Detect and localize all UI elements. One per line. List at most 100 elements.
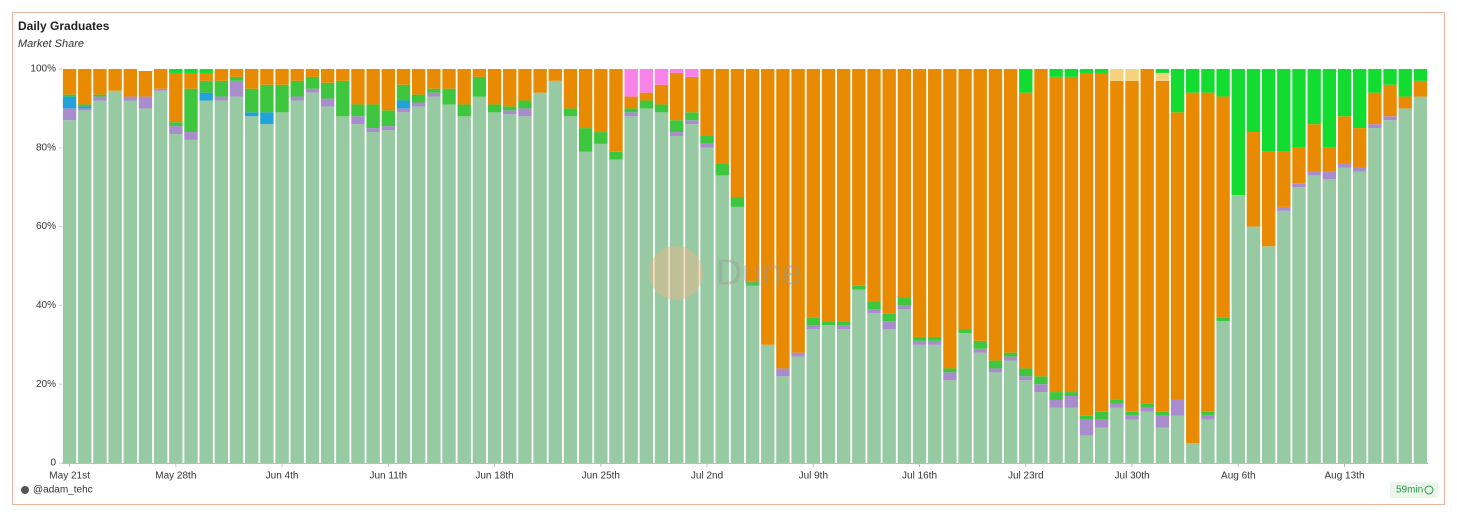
bar-segment	[928, 340, 942, 345]
bar-segment	[806, 69, 820, 318]
bar-segment	[943, 380, 957, 463]
bar-segment	[533, 69, 547, 93]
bar-segment	[1094, 411, 1109, 420]
bar-segment	[503, 69, 517, 107]
y-tick-label: 100%	[30, 64, 56, 75]
bar-segment	[594, 132, 608, 144]
bar-segment	[108, 90, 122, 464]
bar-segment	[578, 128, 593, 152]
bar-segment	[1201, 92, 1215, 412]
bar-segment	[836, 325, 851, 330]
bar-segment	[487, 104, 502, 113]
bar-segment	[988, 372, 1003, 463]
bar-segment	[290, 96, 304, 101]
bar-segment	[1003, 360, 1018, 463]
bar-segment	[776, 368, 790, 377]
bar-segment	[1322, 147, 1337, 172]
bar-segment	[487, 112, 502, 463]
bar-segment	[275, 112, 289, 463]
bar-segment	[928, 69, 942, 337]
bar-segment	[260, 84, 274, 113]
bar-segment	[1110, 80, 1124, 400]
bar-segment	[1216, 321, 1230, 463]
bar-segment	[62, 108, 77, 121]
bar-segment	[275, 84, 289, 113]
bar-segment	[229, 96, 244, 463]
bar-segment	[138, 70, 153, 97]
bar-segment	[1170, 69, 1185, 113]
bar-segment	[836, 321, 851, 326]
author[interactable]: @adam_tehc	[33, 485, 93, 496]
x-tick-label: Jul 2nd	[691, 471, 723, 482]
bar-segment	[245, 69, 259, 89]
bar-segment	[1155, 69, 1170, 73]
bar-segment	[1019, 92, 1033, 369]
bar-segment	[411, 102, 426, 107]
x-tick-label: Jun 25th	[582, 471, 620, 482]
bar-segment	[912, 344, 927, 463]
bar-segment	[1125, 419, 1139, 463]
bar-segment	[1186, 92, 1200, 444]
bar-segment	[214, 100, 229, 464]
bar-segment	[320, 106, 335, 464]
bar-segment	[897, 69, 912, 298]
bar-segment	[396, 69, 411, 85]
bar-segment	[1186, 443, 1200, 463]
bar-segment	[1079, 72, 1094, 416]
bar-segment	[366, 128, 380, 133]
bar-segment	[806, 329, 820, 463]
bar-segment	[1155, 411, 1170, 416]
bar-segment	[351, 116, 365, 125]
bar-segment	[305, 92, 320, 463]
y-tick-label: 60%	[36, 221, 56, 232]
bar-segment	[1049, 392, 1063, 400]
bar-segment	[62, 69, 77, 95]
bar-segment	[958, 329, 972, 333]
bar-segment	[366, 69, 380, 105]
bar-segment	[776, 69, 790, 369]
bar-segment	[1079, 435, 1094, 463]
bar-segment	[1322, 171, 1337, 180]
bar-segment	[1261, 69, 1276, 152]
bar-segment	[381, 69, 396, 111]
bar-segment	[1094, 419, 1109, 428]
bar-segment	[1307, 124, 1321, 172]
bar-segment	[214, 80, 229, 97]
bar-segment	[882, 69, 896, 314]
bar-segment	[624, 116, 638, 463]
bar-segment	[1337, 69, 1352, 117]
bar-segment	[62, 96, 77, 109]
bar-segment	[867, 309, 881, 314]
bar-segment	[1094, 427, 1109, 463]
bar-segment	[897, 305, 912, 310]
bar-segment	[548, 69, 562, 81]
bar-segment	[912, 336, 927, 341]
bar-segment	[1094, 69, 1109, 73]
bar-segment	[1231, 69, 1245, 196]
bar-segment	[1413, 96, 1428, 463]
bar-segment	[1398, 69, 1412, 97]
bar-segment	[700, 143, 714, 148]
bar-segment	[1125, 415, 1139, 420]
bar-segment	[1337, 116, 1352, 164]
bar-segment	[730, 197, 745, 207]
bar-segment	[169, 134, 183, 463]
bar-segment	[1155, 415, 1170, 428]
bar-segment	[1322, 69, 1337, 148]
bar-segment	[533, 92, 547, 463]
bar-segment	[609, 151, 623, 160]
bar-segment	[670, 69, 684, 73]
bar-segment	[169, 122, 183, 127]
bar-segment	[1201, 419, 1215, 463]
bar-segment	[867, 313, 881, 463]
bar-segment	[336, 116, 350, 463]
bar-segment	[685, 120, 699, 125]
bar-segment	[609, 159, 623, 463]
bar-segment	[62, 94, 77, 97]
bar-segment	[184, 69, 198, 73]
bar-segment	[290, 80, 304, 97]
bar-segment	[943, 368, 957, 373]
bar-segment	[821, 325, 836, 463]
bar-segment	[472, 76, 487, 97]
